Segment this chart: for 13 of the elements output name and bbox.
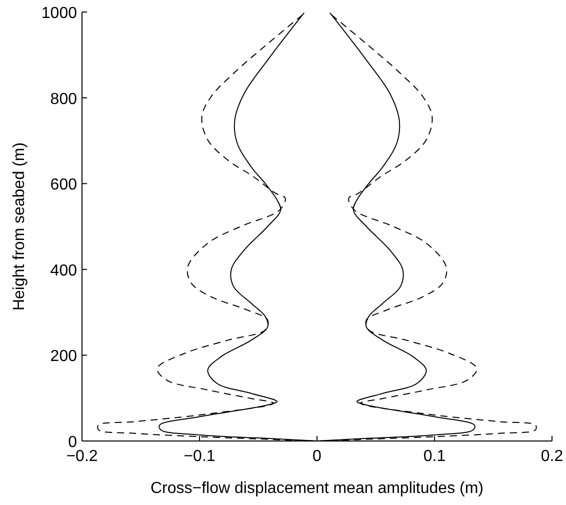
y-tick-label: 800 xyxy=(50,90,78,108)
y-tick-label: 0 xyxy=(68,434,78,451)
x-tick-label: 0 xyxy=(312,448,322,465)
x-tick-label: −0.2 xyxy=(66,448,98,465)
x-tick-label: 0.2 xyxy=(540,448,564,465)
y-tick-label: 1000 xyxy=(41,5,78,22)
y-tick-label: 600 xyxy=(50,176,78,194)
x-axis-title: Cross−flow displacement mean amplitudes (m) xyxy=(150,480,484,497)
y-axis-title: Height from seabed (m) xyxy=(11,142,28,311)
y-tick-label: 400 xyxy=(50,262,78,280)
y-tick-label: 200 xyxy=(50,348,78,366)
x-tick-label: 0.1 xyxy=(423,448,446,465)
x-tick-label: −0.1 xyxy=(184,448,216,465)
